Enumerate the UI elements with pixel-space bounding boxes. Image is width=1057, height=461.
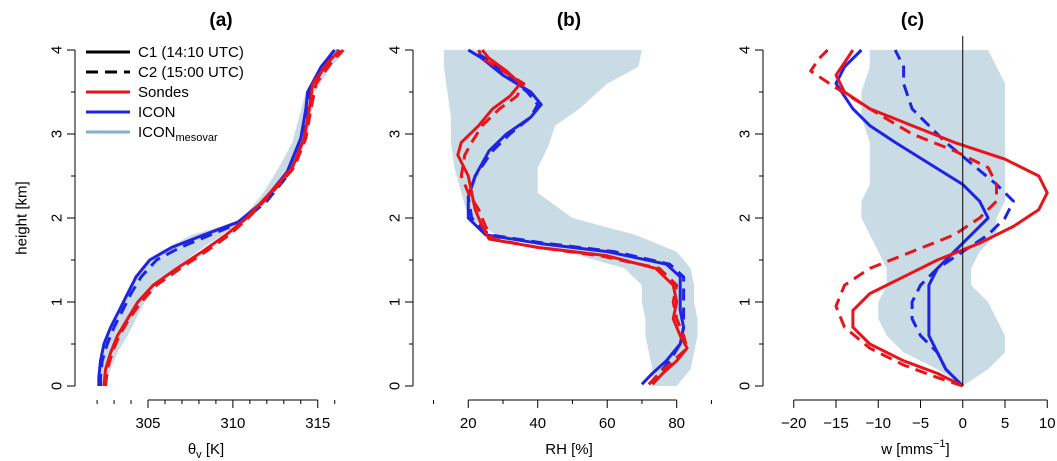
series-line-icon-c2 [99,49,340,386]
y-tick-label: 2 [737,214,754,222]
legend-label: C2 (15:00 UTC) [138,64,244,81]
panel-title-b: (b) [557,10,581,31]
legend-label: Sondes [138,84,189,101]
plot-area [443,48,698,386]
y-tick-label: 0 [387,382,404,390]
mesovar-band [443,50,698,386]
series-line-sondes-c1 [456,49,689,386]
y-tick-label: 0 [737,382,754,390]
panel-c: 0 1 2 3 4 −20 −15 −10 −5 0 5 10 (c) w [mms−1] [737,10,1056,458]
legend-label: ICON [138,104,176,121]
series-line-icon-c1 [834,48,990,388]
y-tick-label: 3 [49,130,66,138]
x-tick-label: −20 [781,415,806,432]
panel-a: 0 1 2 3 4 305 310 315 (a) θv [K] height [km] C1 (14… [14,10,347,461]
y-tick-label: 4 [387,46,404,54]
x-tick-label: 10 [1039,415,1056,432]
y-tick-label: 2 [387,214,404,222]
y-tick-label: 1 [387,298,404,306]
series-line-icon-c2 [893,49,1015,388]
panel-title-c: (c) [901,10,924,31]
x-axis-label: θv [K] [188,441,224,461]
legend-label: ICONmesovar [138,124,218,144]
x-tick-label: 305 [135,415,160,432]
x-tick-label: 5 [1001,415,1009,432]
x-tick-label: 80 [668,415,685,432]
y-tick-label: 4 [49,46,66,54]
series-line-sondes-c1 [102,48,341,387]
mesovar-band [861,50,1005,386]
x-tick-label: 310 [220,415,245,432]
x-tick-label: 40 [529,415,546,432]
panel-b: 0 1 2 3 4 20 40 60 80 (b) RH [%] [387,10,712,458]
y-tick-label: 1 [49,298,66,306]
series-line-sondes-c2 [809,48,998,388]
y-tick-label: 2 [49,214,66,222]
series-line-sondes-c2 [459,49,689,386]
panel-title-a: (a) [209,10,232,31]
x-tick-label: −5 [912,415,929,432]
legend-label: C1 (14:10 UTC) [138,44,244,61]
y-tick-label: 3 [737,130,754,138]
y-tick-label: 1 [737,298,754,306]
x-tick-label: 20 [460,415,477,432]
x-tick-label: −15 [823,415,848,432]
x-tick-label: −10 [866,415,891,432]
y-tick-label: 4 [737,46,754,54]
x-tick-label: 315 [305,415,330,432]
y-tick-label: 3 [387,130,404,138]
x-tick-label: 60 [599,415,616,432]
series-line-icon-c1 [97,49,336,386]
y-tick-label: 0 [49,382,66,390]
plot-area [809,48,1049,388]
x-axis-label: w [mms−1] [880,438,949,458]
x-axis-label: RH [%] [545,441,593,458]
legend: C1 (14:10 UTC) C2 (15:00 UTC) Sondes ICON IC… [86,44,244,144]
y-axis-label: height [km] [14,181,31,254]
x-tick-label: 0 [959,415,967,432]
series-line-sondes-c2 [104,48,345,387]
plot-area [97,48,347,387]
